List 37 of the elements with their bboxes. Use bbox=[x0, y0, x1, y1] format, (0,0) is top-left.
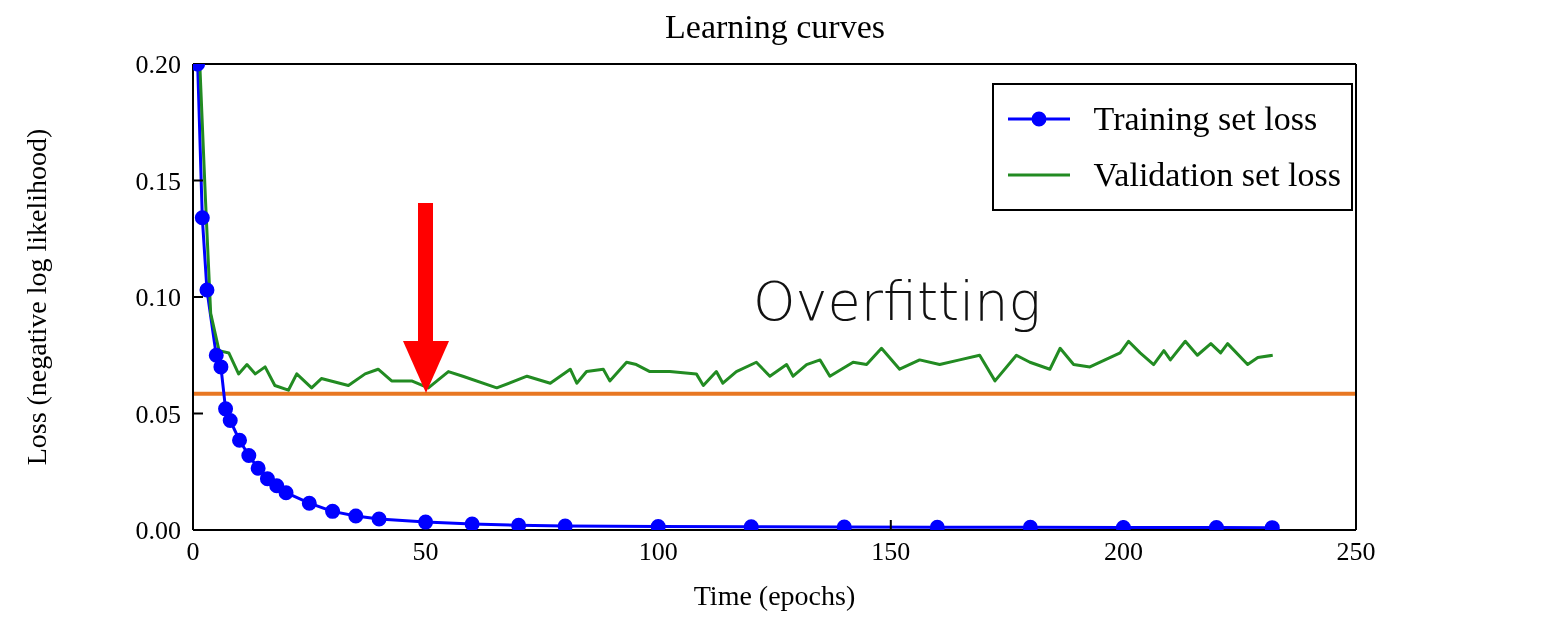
point bbox=[213, 359, 229, 375]
legend-label: Validation set loss bbox=[1093, 155, 1341, 195]
point bbox=[250, 460, 266, 476]
point bbox=[269, 478, 285, 494]
point bbox=[199, 282, 215, 298]
point bbox=[232, 432, 248, 448]
y-tick-label: 0.00 bbox=[135, 516, 181, 546]
y-tick-label: 0.15 bbox=[135, 166, 181, 196]
point bbox=[511, 517, 527, 530]
point bbox=[371, 511, 387, 527]
x-tick-label: 0 bbox=[186, 537, 200, 567]
x-tick-label: 150 bbox=[871, 537, 911, 567]
point bbox=[208, 347, 224, 363]
x-tick-label: 200 bbox=[1103, 537, 1143, 567]
point bbox=[259, 471, 275, 487]
point bbox=[348, 508, 364, 524]
x-tick-label: 100 bbox=[638, 537, 678, 567]
point bbox=[464, 516, 480, 530]
point bbox=[194, 210, 210, 226]
x-tick-label: 50 bbox=[412, 537, 439, 567]
point bbox=[301, 495, 317, 511]
point bbox=[222, 412, 238, 428]
x-axis-title: Time (epochs) bbox=[693, 580, 856, 611]
point bbox=[278, 485, 294, 501]
legend-label: Training set loss bbox=[1093, 99, 1318, 139]
point bbox=[241, 447, 257, 463]
y-tick-label: 0.20 bbox=[135, 50, 181, 80]
point bbox=[325, 503, 341, 519]
y-axis-title: Loss (negative log likelihood) bbox=[20, 128, 52, 466]
y-tick-label: 0.05 bbox=[135, 399, 181, 429]
chart-title: Learning curves bbox=[664, 8, 886, 46]
x-tick-label: 250 bbox=[1336, 537, 1376, 567]
annotation: Overfitting bbox=[753, 270, 1041, 333]
point bbox=[418, 514, 434, 530]
y-tick-label: 0.10 bbox=[135, 283, 181, 313]
point bbox=[218, 401, 234, 417]
point bbox=[557, 518, 573, 530]
